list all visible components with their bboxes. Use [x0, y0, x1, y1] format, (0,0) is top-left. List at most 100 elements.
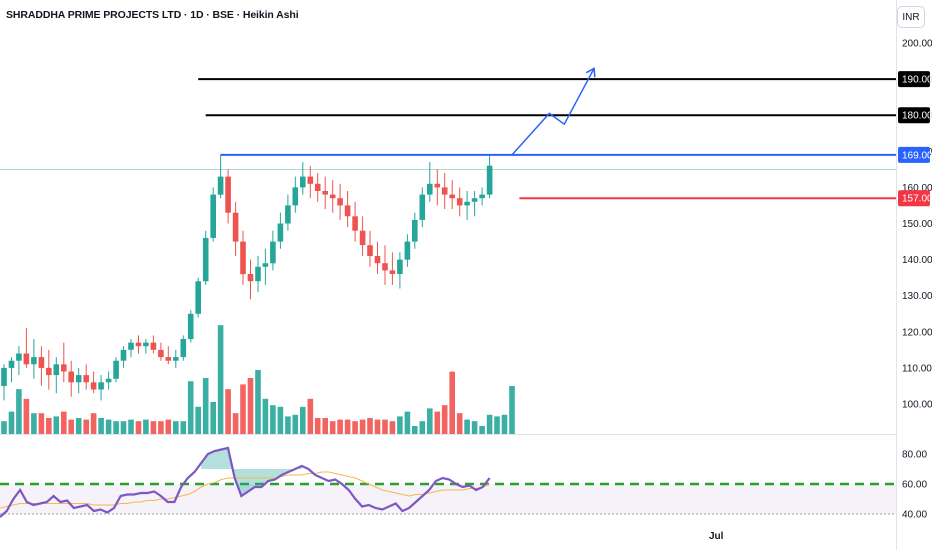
- candle-body: [285, 205, 291, 224]
- volume-bar: [292, 414, 299, 434]
- candle-body: [75, 375, 82, 383]
- volume-bar: [173, 421, 179, 434]
- volume-bar: [300, 406, 306, 434]
- candle-body: [240, 241, 246, 275]
- rsi-tick-label: 80.00: [902, 450, 927, 461]
- volume-bar: [412, 426, 418, 434]
- volume-bars: [1, 325, 515, 434]
- volume-bar: [329, 421, 336, 434]
- candle-body: [120, 349, 127, 361]
- price-label-box: [898, 107, 930, 124]
- volume-bar: [277, 406, 284, 434]
- price-tick-label: 160.00: [902, 183, 932, 194]
- volume-bar: [464, 419, 470, 434]
- volume-bar: [150, 421, 157, 434]
- volume-bar: [202, 378, 209, 434]
- candle-body: [217, 176, 224, 195]
- rsi-tick-label: 40.00: [902, 510, 927, 521]
- volume-bar: [427, 408, 433, 434]
- volume-bar: [38, 413, 45, 434]
- candle-body: [90, 382, 97, 390]
- volume-bar: [217, 325, 224, 434]
- candle-body: [307, 176, 314, 184]
- candle-body: [210, 194, 216, 238]
- volume-bar: [165, 419, 172, 434]
- volume-bar: [128, 419, 134, 434]
- volume-bar: [180, 421, 187, 434]
- candle-body: [113, 360, 119, 379]
- candle-body: [128, 342, 134, 350]
- price-label-box: [898, 71, 930, 88]
- candle-body: [255, 266, 261, 282]
- volume-bar: [255, 370, 261, 434]
- volume-bar: [322, 418, 328, 434]
- volume-bar: [232, 413, 239, 434]
- projection-arrow: [511, 67, 595, 156]
- volume-bar: [262, 398, 269, 434]
- candle-body: [46, 367, 52, 376]
- candle-body: [98, 382, 104, 390]
- candle-body: [135, 342, 142, 347]
- volume-bar: [382, 419, 388, 434]
- candle-body: [158, 349, 164, 358]
- candle-body: [68, 371, 74, 383]
- volume-bar: [471, 421, 478, 434]
- candle-body: [61, 364, 67, 372]
- volume-bar: [195, 406, 201, 434]
- candle-body: [441, 187, 448, 195]
- candle-body: [143, 342, 149, 347]
- candle-body: [270, 241, 276, 264]
- volume-bar: [449, 371, 455, 434]
- currency-button[interactable]: INR: [897, 6, 925, 28]
- candle-body: [374, 256, 381, 264]
- price-label-text: 180.00: [902, 111, 932, 122]
- candle-body: [404, 241, 411, 260]
- candle-body: [397, 259, 403, 274]
- volume-bar: [479, 426, 485, 434]
- price-levels: [198, 67, 896, 200]
- volume-bar: [143, 419, 149, 434]
- candle-body: [187, 313, 194, 340]
- price-label-box: [898, 146, 930, 163]
- candle-body: [464, 201, 470, 206]
- volume-bar: [374, 419, 381, 434]
- price-tick-label: 150.00: [902, 219, 932, 230]
- candle-body: [292, 187, 299, 206]
- candle-body: [471, 198, 478, 202]
- candle-body: [322, 191, 328, 195]
- volume-bar: [285, 416, 291, 434]
- candle-body: [8, 360, 15, 368]
- rsi-tick-label: 60.00: [902, 480, 927, 491]
- volume-bar: [456, 413, 463, 434]
- volume-bar: [270, 405, 276, 434]
- volume-bar: [98, 418, 104, 434]
- grid-lines: [0, 0, 897, 550]
- volume-bar: [494, 416, 500, 434]
- volume-bar: [247, 378, 254, 434]
- candle-body: [352, 216, 358, 231]
- volume-bar: [120, 421, 127, 434]
- candle-body: [419, 194, 426, 220]
- volume-bar: [367, 418, 373, 434]
- rsi-line: [0, 446, 491, 518]
- rsi-overbought-fill: [201, 448, 302, 496]
- chart-title: SHRADDHA PRIME PROJECTS LTD · 1D · BSE ·…: [6, 9, 299, 21]
- volume-bar: [46, 418, 52, 434]
- candle-body: [427, 183, 433, 195]
- candle-body: [434, 183, 441, 188]
- rsi-panel: [0, 446, 896, 518]
- price-tick-label: 110.00: [902, 363, 932, 374]
- candle-body: [456, 198, 463, 206]
- volume-bar: [135, 421, 142, 434]
- volume-bar: [389, 421, 396, 434]
- candle-body: [486, 165, 493, 195]
- candle-body: [247, 274, 254, 282]
- volume-bar: [16, 389, 22, 434]
- volume-bar: [404, 411, 411, 434]
- candle-body: [53, 364, 60, 376]
- candle-body: [314, 183, 321, 191]
- volume-bar: [90, 413, 97, 434]
- candle-body: [202, 237, 209, 282]
- volume-bar: [314, 418, 321, 434]
